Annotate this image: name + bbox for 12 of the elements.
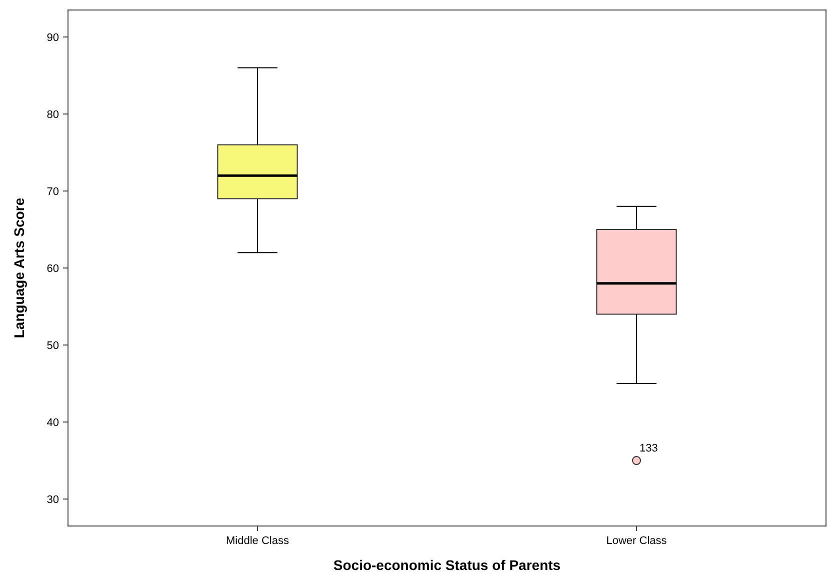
x-tick-label: Middle Class	[226, 535, 290, 547]
y-tick-label: 70	[46, 186, 59, 198]
annotation: 133	[640, 442, 658, 455]
y-axis-title: Language Arts Score	[11, 198, 27, 338]
y-tick-label: 90	[46, 32, 59, 44]
y-tick-label: 80	[46, 108, 59, 121]
x-axis-title: Socio-economic Status of Parents	[333, 557, 561, 573]
y-tick-label: 50	[46, 340, 59, 352]
y-tick-label: 40	[46, 416, 59, 429]
x-tick-label: Lower Class	[606, 535, 668, 547]
y-tick-label: 30	[46, 494, 59, 506]
y-tick-label: 60	[46, 262, 59, 275]
